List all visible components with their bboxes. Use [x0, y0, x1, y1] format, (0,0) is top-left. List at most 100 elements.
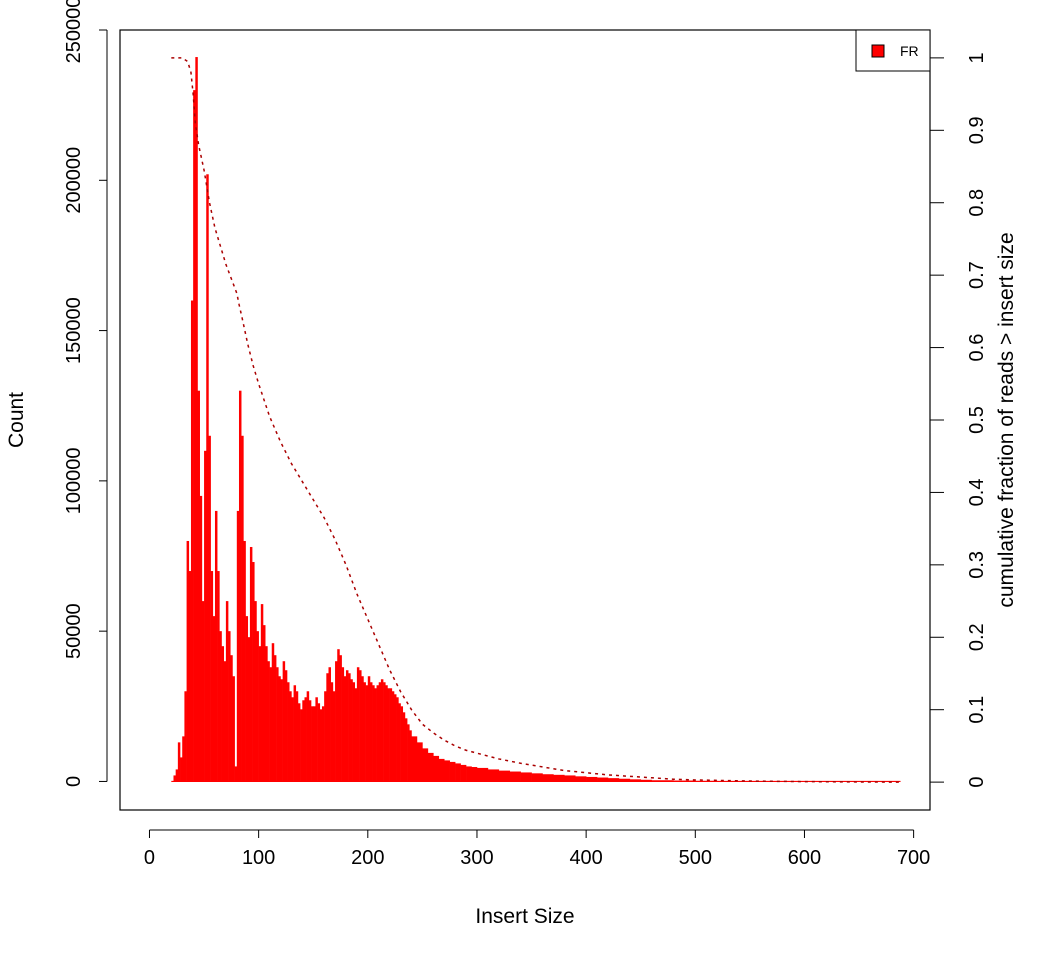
- histogram-bar: [407, 724, 410, 782]
- histogram-bar: [411, 736, 418, 782]
- histogram-bar: [273, 655, 277, 782]
- histogram-bar: [422, 748, 429, 782]
- histogram-bar: [210, 571, 214, 782]
- y-tick-label: 250000: [63, 0, 85, 63]
- legend-label-fr: FR: [900, 43, 919, 59]
- histogram-bar: [367, 676, 371, 782]
- y2-tick-label: 0.4: [966, 479, 988, 507]
- histogram-bar: [444, 760, 450, 782]
- histogram-bar: [629, 779, 642, 782]
- y2-tick-label: 0.9: [966, 116, 988, 144]
- histogram-bar: [313, 706, 316, 782]
- y2-tick-label: 0.2: [966, 623, 988, 651]
- histogram-bar: [363, 682, 366, 782]
- histogram-bar: [263, 625, 266, 782]
- histogram-bar: [438, 758, 445, 782]
- histogram-bar: [449, 761, 456, 782]
- legend: FR: [855, 29, 931, 72]
- histogram-bar: [396, 697, 399, 782]
- histogram-bar: [284, 670, 288, 782]
- histogram-bar: [195, 57, 198, 782]
- histogram-bar: [356, 667, 360, 782]
- histogram-bar: [225, 601, 229, 782]
- histogram-bar: [343, 676, 347, 782]
- legend-box: [855, 29, 931, 72]
- legend-swatch-fr: [871, 44, 885, 58]
- histogram-bar: [243, 540, 246, 782]
- histogram-bar: [380, 679, 384, 782]
- histogram-bar: [332, 691, 336, 782]
- histogram-bar: [402, 712, 406, 782]
- histogram-bar: [618, 778, 631, 782]
- histogram-bar: [389, 688, 393, 782]
- histogram-bar: [177, 742, 181, 782]
- histogram-bar: [265, 646, 268, 782]
- x-tick-label: 500: [679, 847, 712, 869]
- histogram-bar: [433, 755, 440, 782]
- histogram-bar: [245, 616, 249, 782]
- cumulative-fraction-line-group: [171, 57, 901, 783]
- histogram-bar: [232, 676, 235, 782]
- histogram-bar: [282, 661, 286, 782]
- histogram-bar: [258, 646, 262, 782]
- histogram-bar: [387, 688, 390, 782]
- y-tick-label: 150000: [63, 297, 85, 364]
- histogram-bar: [254, 601, 257, 782]
- histogram-bar: [197, 390, 200, 782]
- y2-tick-label: 0: [966, 777, 988, 788]
- histogram-bar: [374, 688, 377, 782]
- histogram-bar: [498, 770, 511, 782]
- histogram-bar: [184, 691, 187, 782]
- histogram-bar: [260, 604, 264, 782]
- y-tick-label: 100000: [63, 447, 85, 514]
- histogram-bar: [330, 682, 334, 782]
- histogram-bar: [223, 661, 227, 782]
- y2-axis-title: cumulative fraction of reads > insert si…: [995, 232, 1018, 607]
- histogram-bar: [427, 752, 434, 782]
- histogram-bar: [291, 697, 294, 782]
- histogram-bar: [280, 679, 283, 782]
- histogram-bar: [341, 667, 345, 782]
- histogram-bar: [278, 676, 281, 782]
- y-tick-label: 0: [63, 776, 85, 787]
- histogram-bar: [173, 775, 176, 782]
- y-axis-title: Count: [5, 392, 28, 448]
- y2-tick-label: 0.8: [966, 189, 988, 217]
- histogram-bar: [564, 775, 576, 782]
- cumulative-fraction-line: [171, 57, 901, 783]
- histogram-bar: [217, 571, 220, 782]
- histogram-bar: [476, 767, 489, 782]
- histogram-bar: [383, 682, 386, 782]
- histogram-bar: [228, 631, 231, 782]
- histogram-bar: [378, 682, 382, 782]
- y-tick-label: 50000: [63, 603, 85, 659]
- histogram-bar: [361, 676, 364, 782]
- x-axis-title: Insert Size: [475, 905, 574, 928]
- histogram-bar: [354, 688, 358, 782]
- histogram-bar: [188, 571, 192, 782]
- x-tick-label: 600: [788, 847, 821, 869]
- histogram-bar: [306, 691, 310, 782]
- histogram-bar: [308, 700, 312, 782]
- histogram-bar: [311, 706, 314, 782]
- histogram-bar: [201, 601, 205, 782]
- histogram-bar: [471, 767, 478, 782]
- histogram-bar: [350, 679, 353, 782]
- histogram-bar: [199, 495, 203, 782]
- histogram-bar: [352, 682, 355, 782]
- histogram-bar: [394, 694, 397, 782]
- histogram-bar: [520, 772, 532, 782]
- histogram-bar: [252, 562, 255, 782]
- histogram-bar: [398, 703, 401, 782]
- x-tick-label: 0: [144, 847, 155, 869]
- histogram-bar: [236, 510, 240, 782]
- y2-tick-label: 1: [966, 52, 988, 63]
- histogram-bar: [324, 691, 327, 782]
- histogram-bar: [531, 773, 543, 782]
- histogram-bar: [319, 709, 323, 782]
- histogram-bar: [234, 766, 238, 782]
- histogram-bar: [607, 778, 620, 782]
- histogram-bar: [321, 706, 325, 782]
